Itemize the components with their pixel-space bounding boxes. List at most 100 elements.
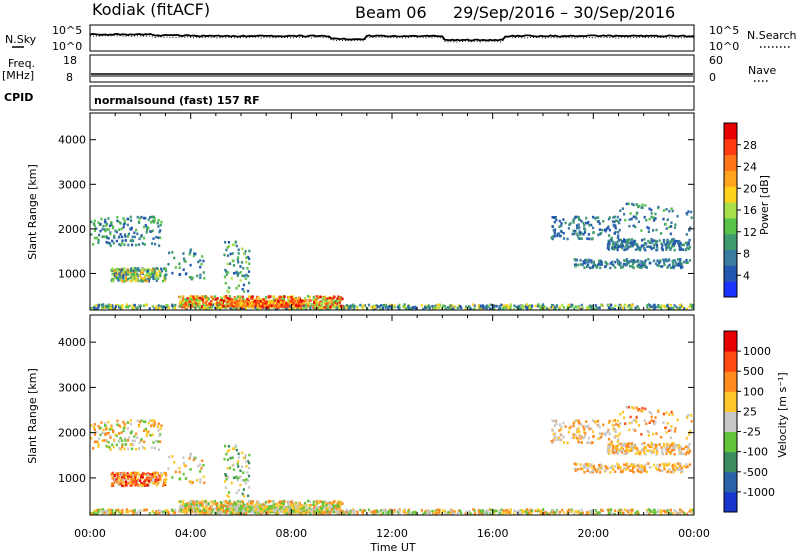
echo-cell xyxy=(109,233,111,236)
power-cells xyxy=(90,203,693,311)
echo-cell xyxy=(143,482,145,485)
echo-cell xyxy=(638,221,640,224)
echo-cell xyxy=(205,503,207,506)
echo-cell xyxy=(595,217,597,220)
echo-cell xyxy=(208,297,210,300)
echo-cell xyxy=(581,304,583,307)
echo-cell xyxy=(687,466,689,469)
echo-cell xyxy=(583,466,585,469)
echo-cell xyxy=(260,508,262,511)
echo-cell xyxy=(665,208,667,211)
echo-cell xyxy=(123,485,125,488)
echo-cell xyxy=(214,507,216,510)
echo-cell xyxy=(685,463,687,466)
echo-cell xyxy=(575,469,577,472)
echo-cell xyxy=(637,451,639,454)
echo-cell xyxy=(154,220,156,223)
echo-cell xyxy=(127,235,129,238)
echo-cell xyxy=(238,249,240,252)
echo-cell xyxy=(410,307,412,310)
echo-cell xyxy=(665,248,667,251)
echo-cell xyxy=(585,259,587,262)
echo-cell xyxy=(606,263,608,266)
echo-cell xyxy=(174,304,176,307)
echo-cell xyxy=(142,472,144,475)
echo-cell xyxy=(573,221,575,224)
echo-cell xyxy=(666,266,668,269)
echo-cell xyxy=(232,260,234,263)
echo-cell xyxy=(617,220,619,223)
echo-cell xyxy=(584,228,586,231)
echo-cell xyxy=(326,299,328,302)
nsky-tick-bottom: 10^0 xyxy=(52,40,82,53)
echo-cell xyxy=(629,265,631,268)
echo-cell xyxy=(562,218,564,221)
echo-cell xyxy=(329,511,331,514)
echo-cell xyxy=(139,479,141,482)
echo-cell xyxy=(199,266,201,269)
echo-cell xyxy=(123,280,125,283)
echo-cell xyxy=(123,267,125,270)
echo-cell xyxy=(94,433,96,436)
echo-cell xyxy=(109,242,111,245)
echo-cell xyxy=(672,261,674,264)
echo-cell xyxy=(250,297,252,300)
echo-cell xyxy=(241,261,243,264)
echo-cell xyxy=(201,295,203,298)
echo-cell xyxy=(665,223,667,226)
echo-cell xyxy=(552,511,554,514)
echo-cell xyxy=(186,504,188,507)
echo-cell xyxy=(641,204,643,207)
echo-cell xyxy=(279,500,281,503)
echo-cell xyxy=(145,279,147,282)
echo-cell xyxy=(150,221,152,224)
echo-cell xyxy=(116,480,118,483)
echo-cell xyxy=(139,510,141,513)
echo-cell xyxy=(145,428,147,431)
echo-cell xyxy=(579,232,581,235)
echo-cell xyxy=(318,501,320,504)
echo-cell xyxy=(623,238,625,241)
echo-cell xyxy=(647,444,649,447)
echo-cell xyxy=(165,472,167,475)
echo-cell xyxy=(228,241,230,244)
echo-cell xyxy=(320,507,322,510)
echo-cell xyxy=(578,419,580,422)
echo-cell xyxy=(146,484,148,487)
echo-cell xyxy=(98,438,100,441)
echo-cell xyxy=(138,238,140,241)
echo-cell xyxy=(200,467,202,470)
echo-cell xyxy=(160,221,162,224)
echo-cell xyxy=(194,512,196,515)
echo-cell xyxy=(167,467,169,470)
echo-cell xyxy=(199,481,201,484)
echo-cell xyxy=(192,481,194,484)
echo-cell xyxy=(587,265,589,268)
echo-cell xyxy=(359,509,361,512)
echo-cell xyxy=(641,245,643,248)
echo-cell xyxy=(574,258,576,261)
echo-cell xyxy=(149,473,151,476)
echo-cell xyxy=(577,510,579,513)
freq-strip: Freq. [MHz] 18 8 60 0 Nave xyxy=(2,54,776,84)
echo-cell xyxy=(147,474,149,477)
echo-cell xyxy=(552,429,554,432)
echo-cell xyxy=(130,216,132,219)
echo-cell xyxy=(99,434,101,437)
echo-cell xyxy=(164,274,166,277)
echo-cell xyxy=(563,306,565,309)
echo-cell xyxy=(143,304,145,307)
echo-cell xyxy=(593,465,595,468)
echo-cell xyxy=(127,218,129,221)
echo-cell xyxy=(144,421,146,424)
echo-cell xyxy=(627,466,629,469)
echo-cell xyxy=(510,508,512,511)
echo-cell xyxy=(109,446,111,449)
echo-cell xyxy=(666,449,668,452)
echo-cell xyxy=(248,270,250,273)
echo-cell xyxy=(689,246,691,249)
echo-cell xyxy=(634,243,636,246)
echo-cell xyxy=(248,282,250,285)
echo-cell xyxy=(588,224,590,227)
echo-cell xyxy=(239,470,241,473)
